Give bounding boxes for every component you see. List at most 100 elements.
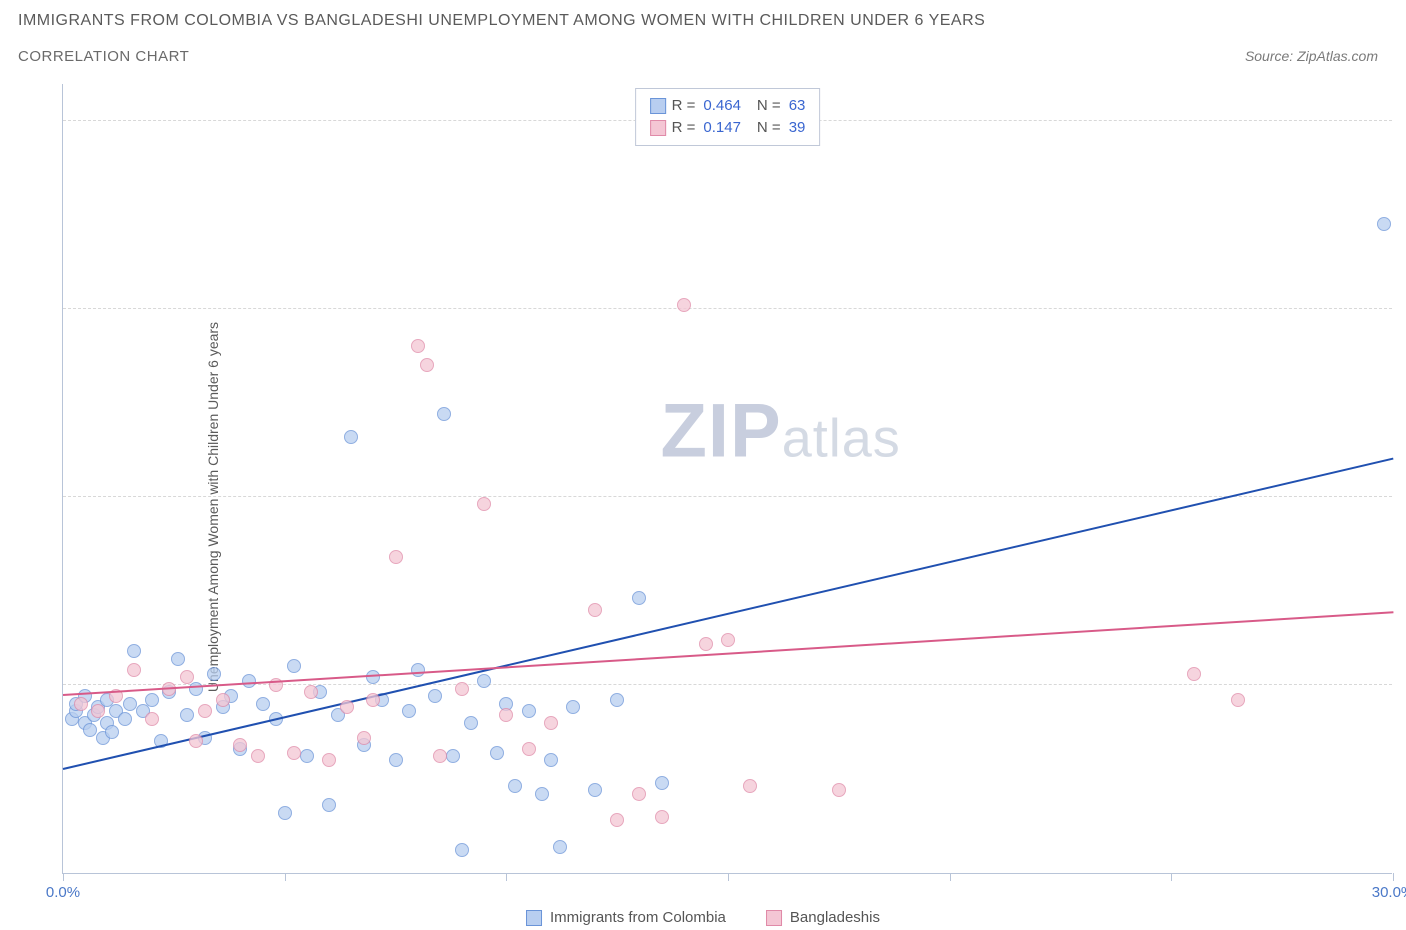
- legend-n-label: N =: [757, 95, 781, 117]
- legend-n-value: 39: [789, 117, 806, 139]
- legend-swatch: [766, 910, 782, 926]
- scatter-point: [180, 670, 194, 684]
- scatter-point: [544, 716, 558, 730]
- scatter-point: [446, 749, 460, 763]
- scatter-point: [610, 693, 624, 707]
- chart-title: IMMIGRANTS FROM COLOMBIA VS BANGLADESHI …: [18, 12, 985, 30]
- scatter-point: [207, 667, 221, 681]
- scatter-point: [322, 798, 336, 812]
- scatter-point: [499, 708, 513, 722]
- scatter-point: [411, 339, 425, 353]
- scatter-point: [189, 682, 203, 696]
- scatter-point: [278, 806, 292, 820]
- scatter-point: [832, 783, 846, 797]
- legend-item: Immigrants from Colombia: [526, 909, 726, 926]
- legend-swatch: [650, 120, 666, 136]
- scatter-point: [389, 753, 403, 767]
- scatter-point: [437, 407, 451, 421]
- scatter-point: [74, 697, 88, 711]
- scatter-point: [610, 813, 624, 827]
- scatter-point: [118, 712, 132, 726]
- scatter-point: [287, 746, 301, 760]
- x-tick-label: 30.0%: [1372, 884, 1406, 901]
- trend-line: [63, 457, 1393, 769]
- scatter-point: [508, 779, 522, 793]
- scatter-point: [357, 731, 371, 745]
- scatter-point: [743, 779, 757, 793]
- x-tick: [506, 873, 507, 881]
- scatter-point: [428, 689, 442, 703]
- scatter-point: [251, 749, 265, 763]
- scatter-point: [477, 674, 491, 688]
- legend-row: R = 0.464 N = 63: [650, 95, 806, 117]
- x-tick: [63, 873, 64, 881]
- scatter-point: [655, 810, 669, 824]
- legend-r-value: 0.464: [703, 95, 741, 117]
- scatter-point: [544, 753, 558, 767]
- plot-area: ZIPatlas R =0.464N =63R =0.147N =39 10.0…: [62, 84, 1392, 874]
- legend-item: Bangladeshis: [766, 909, 880, 926]
- scatter-point: [340, 700, 354, 714]
- legend-swatch: [526, 910, 542, 926]
- scatter-point: [535, 787, 549, 801]
- scatter-point: [588, 783, 602, 797]
- scatter-point: [1377, 217, 1391, 231]
- x-tick: [285, 873, 286, 881]
- scatter-point: [189, 734, 203, 748]
- scatter-point: [632, 591, 646, 605]
- scatter-point: [145, 693, 159, 707]
- chart-container: Unemployment Among Women with Children U…: [0, 84, 1406, 930]
- legend-r-label: R =: [672, 95, 696, 117]
- scatter-point: [420, 358, 434, 372]
- scatter-point: [304, 685, 318, 699]
- scatter-point: [145, 712, 159, 726]
- scatter-point: [490, 746, 504, 760]
- scatter-point: [105, 725, 119, 739]
- scatter-point: [522, 742, 536, 756]
- scatter-point: [344, 430, 358, 444]
- scatter-point: [455, 682, 469, 696]
- scatter-point: [411, 663, 425, 677]
- scatter-point: [127, 663, 141, 677]
- scatter-point: [402, 704, 416, 718]
- scatter-point: [287, 659, 301, 673]
- x-tick: [728, 873, 729, 881]
- x-tick: [1171, 873, 1172, 881]
- scatter-point: [171, 652, 185, 666]
- legend-label: Immigrants from Colombia: [550, 909, 726, 926]
- scatter-point: [256, 697, 270, 711]
- scatter-point: [433, 749, 447, 763]
- scatter-point: [522, 704, 536, 718]
- scatter-point: [632, 787, 646, 801]
- scatter-point: [198, 704, 212, 718]
- scatter-point: [83, 723, 97, 737]
- source-label: Source: ZipAtlas.com: [1245, 48, 1378, 64]
- legend-n-value: 63: [789, 95, 806, 117]
- scatter-point: [566, 700, 580, 714]
- scatter-point: [123, 697, 137, 711]
- x-tick: [950, 873, 951, 881]
- x-tick: [1393, 873, 1394, 881]
- x-tick-label: 0.0%: [46, 884, 80, 901]
- legend-swatch: [650, 98, 666, 114]
- scatter-point: [216, 693, 230, 707]
- legend-label: Bangladeshis: [790, 909, 880, 926]
- chart-subtitle: CORRELATION CHART: [18, 48, 189, 65]
- scatter-point: [1231, 693, 1245, 707]
- scatter-point: [322, 753, 336, 767]
- correlation-legend: R = 0.464 N = 63R = 0.147 N = 39: [635, 88, 821, 146]
- legend-r-value: 0.147: [703, 117, 741, 139]
- watermark-zip: ZIP: [661, 389, 782, 474]
- legend-n-label: N =: [757, 117, 781, 139]
- scatter-point: [699, 637, 713, 651]
- scatter-point: [477, 497, 491, 511]
- scatter-point: [553, 840, 567, 854]
- watermark-atlas: atlas: [782, 409, 901, 469]
- scatter-point: [233, 738, 247, 752]
- scatter-point: [127, 644, 141, 658]
- scatter-point: [300, 749, 314, 763]
- scatter-point: [180, 708, 194, 722]
- scatter-point: [1187, 667, 1201, 681]
- scatter-point: [655, 776, 669, 790]
- scatter-point: [366, 670, 380, 684]
